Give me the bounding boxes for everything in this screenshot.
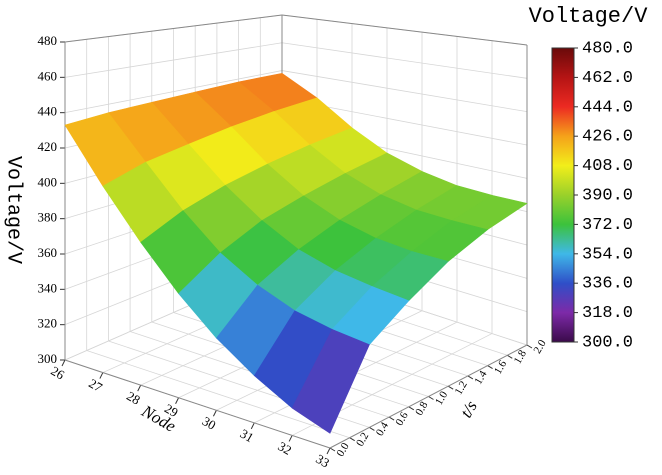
tick-mark — [175, 397, 180, 404]
colorbar-tick-label: 318.0 — [582, 304, 633, 323]
tick-mark — [507, 354, 513, 359]
x-tick-label: 33 — [313, 451, 332, 470]
tick-mark — [212, 410, 217, 417]
tick-mark — [329, 447, 336, 452]
z-tick-label: 360 — [38, 245, 58, 260]
colorbar-tick-label: 426.0 — [582, 128, 633, 147]
tick-mark — [250, 422, 255, 430]
colorbar-tick-label: 480.0 — [582, 39, 633, 58]
y-tick-label: 0.4 — [374, 420, 392, 438]
tick-mark — [369, 426, 375, 431]
colorbar-tick-label: 300.0 — [582, 333, 633, 352]
y-tick-label: 1.0 — [433, 389, 451, 407]
tick-mark — [388, 416, 395, 421]
colorbar-title: Voltage/V — [529, 4, 649, 29]
tick-mark — [326, 447, 331, 455]
tick-mark — [487, 365, 493, 370]
x-tick-label: 32 — [276, 438, 295, 457]
z-axis-label: Voltage/V — [2, 156, 25, 264]
axis-line — [64, 359, 331, 449]
y-axis-label: t/s — [456, 397, 481, 421]
grid-line — [281, 70, 528, 113]
y-tick-label: 0.0 — [334, 440, 352, 458]
colorbar-tick-label: 372.0 — [582, 216, 633, 235]
tick-mark — [428, 396, 434, 400]
x-tick-label: 28 — [124, 388, 143, 407]
colorbar-tick-label: 354.0 — [582, 245, 633, 264]
axis-line — [329, 344, 528, 449]
tick-mark — [99, 372, 104, 379]
surface-cell — [291, 329, 370, 434]
z-tick-label: 480 — [38, 33, 58, 48]
z-tick-label: 300 — [38, 351, 58, 366]
tick-mark — [61, 359, 66, 367]
colorbar — [551, 47, 575, 343]
tick-mark — [408, 406, 415, 411]
z-tick-label: 460 — [38, 68, 58, 83]
tick-mark — [288, 435, 293, 442]
x-tick-label: 31 — [238, 426, 257, 445]
y-tick-label: 2.0 — [531, 337, 549, 355]
x-tick-label: 27 — [86, 376, 105, 396]
grid-line — [86, 350, 350, 439]
colorbar-tick-label: 462.0 — [582, 69, 633, 88]
tick-mark — [349, 437, 355, 442]
tick-mark — [467, 375, 474, 380]
colorbar-tick-label: 444.0 — [582, 98, 633, 117]
z-tick-label: 320 — [38, 316, 58, 331]
tick-mark — [447, 385, 454, 390]
y-tick-label: 1.8 — [512, 348, 530, 366]
axis-line — [281, 14, 528, 46]
colorbar-tick-label: 336.0 — [582, 275, 633, 294]
grid-line — [281, 42, 528, 79]
tick-mark — [137, 384, 142, 392]
x-tick-label: 29 — [162, 401, 181, 420]
z-tick-label: 400 — [38, 174, 58, 189]
tick-mark — [526, 344, 533, 349]
colorbar-tick-label: 408.0 — [582, 157, 633, 176]
axis-line — [64, 14, 283, 43]
colorbar-tick-label: 390.0 — [582, 186, 633, 205]
z-tick-label: 440 — [38, 104, 58, 119]
y-tick-label: 1.6 — [492, 358, 510, 376]
z-tick-label: 420 — [38, 139, 58, 154]
z-tick-label: 340 — [38, 280, 58, 295]
y-tick-label: 1.2 — [453, 379, 470, 397]
z-tick-label: 380 — [38, 210, 58, 225]
y-tick-label: 0.6 — [393, 410, 411, 428]
x-tick-label: 30 — [200, 413, 219, 432]
y-tick-label: 0.8 — [413, 399, 431, 417]
y-tick-label: 1.4 — [472, 368, 490, 386]
y-tick-label: 0.2 — [354, 431, 371, 449]
